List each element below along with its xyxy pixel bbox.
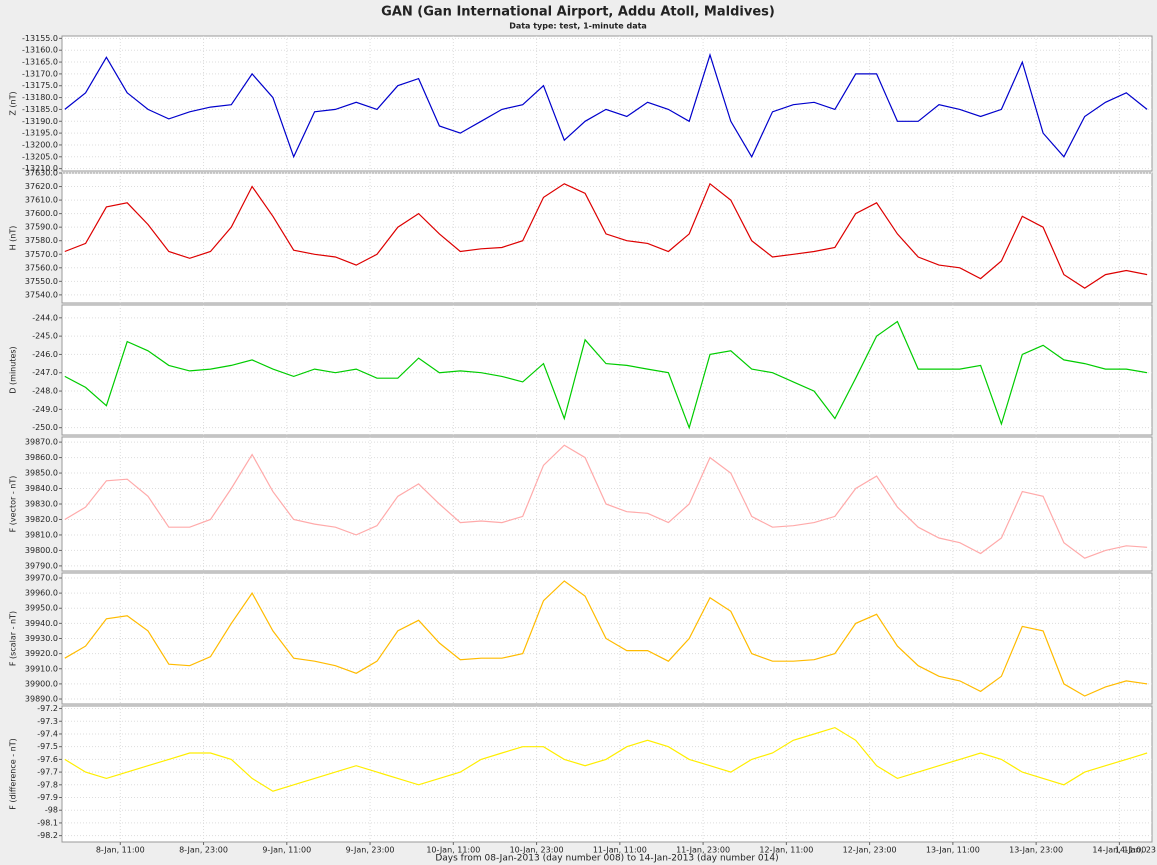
y-tick-label: -13155.0 bbox=[22, 34, 58, 43]
panel bbox=[61, 172, 1153, 304]
x-tick-label: 8-Jan, 11:00 bbox=[96, 846, 145, 855]
x-tick-label: 14-Jan, 11:00 bbox=[1092, 846, 1146, 855]
panel bbox=[61, 705, 1153, 843]
y-tick-label: -13195.0 bbox=[22, 129, 58, 138]
data-line bbox=[64, 726, 1148, 792]
data-line bbox=[64, 182, 1148, 289]
y-tick-label: -98.2 bbox=[37, 831, 58, 840]
x-axis-label: Days from 08-Jan-2013 (day number 008) t… bbox=[435, 854, 778, 864]
y-tick-label: 39830.0 bbox=[25, 500, 58, 509]
y-tick-label: -13175.0 bbox=[22, 81, 58, 90]
y-tick-label: 39940.0 bbox=[25, 619, 58, 628]
y-tick-label: 39840.0 bbox=[25, 484, 58, 493]
y-axis-label: F (difference - nT) bbox=[9, 738, 18, 809]
x-tick-label: 13-Jan, 23:00 bbox=[1009, 846, 1063, 855]
y-tick-label: -249.0 bbox=[32, 405, 58, 414]
x-tick-label: 12-Jan, 23:00 bbox=[843, 846, 897, 855]
y-tick-label: 39860.0 bbox=[25, 453, 58, 462]
chart-subtitle: Data type: test, 1-minute data bbox=[509, 22, 647, 31]
y-tick-label: -13165.0 bbox=[22, 58, 58, 67]
chart-title: GAN (Gan International Airport, Addu Ato… bbox=[381, 5, 775, 20]
x-tick-label: 11-Jan, 11:00 bbox=[593, 846, 647, 855]
y-tick-label: -13170.0 bbox=[22, 69, 58, 78]
x-tick-label: 9-Jan, 23:00 bbox=[346, 846, 395, 855]
y-tick-label: 39800.0 bbox=[25, 546, 58, 555]
x-tick-label: 10-Jan, 23:00 bbox=[510, 846, 564, 855]
y-tick-label: -13160.0 bbox=[22, 46, 58, 55]
data-line bbox=[64, 444, 1148, 559]
x-tick-label: 12-Jan, 11:00 bbox=[759, 846, 813, 855]
x-tick-label: 13-Jan, 11:00 bbox=[926, 846, 980, 855]
y-tick-label: -13200.0 bbox=[22, 140, 58, 149]
y-tick-label: 39900.0 bbox=[25, 679, 58, 688]
y-axis-label: D (minutes) bbox=[9, 346, 18, 393]
y-tick-label: 39970.0 bbox=[25, 573, 58, 582]
y-tick-label: -13185.0 bbox=[22, 105, 58, 114]
y-tick-label: -248.0 bbox=[32, 387, 58, 396]
y-tick-label: -97.9 bbox=[37, 793, 58, 802]
data-line bbox=[64, 52, 1148, 159]
y-tick-label: -98.1 bbox=[37, 818, 58, 827]
y-tick-label: 39920.0 bbox=[25, 649, 58, 658]
y-axis-label: Z (nT) bbox=[9, 91, 18, 115]
y-tick-label: -97.6 bbox=[37, 755, 58, 764]
data-line bbox=[64, 320, 1148, 430]
y-tick-label: 39950.0 bbox=[25, 604, 58, 613]
x-tick-label: 8-Jan, 23:00 bbox=[179, 846, 228, 855]
y-axis-label: H (nT) bbox=[9, 226, 18, 251]
y-tick-label: -13190.0 bbox=[22, 117, 58, 126]
y-tick-label: -245.0 bbox=[32, 332, 58, 341]
y-tick-label: 39810.0 bbox=[25, 530, 58, 539]
y-tick-label: 39890.0 bbox=[25, 695, 58, 704]
y-tick-label: 39820.0 bbox=[25, 515, 58, 524]
y-tick-label: -13210.0 bbox=[22, 164, 58, 173]
y-axis-label: F (scalar - nT) bbox=[9, 611, 18, 666]
y-tick-label: 37540.0 bbox=[25, 290, 58, 299]
y-tick-label: 37580.0 bbox=[25, 236, 58, 245]
y-tick-label: 39960.0 bbox=[25, 589, 58, 598]
y-tick-label: 37610.0 bbox=[25, 196, 58, 205]
y-tick-label: -97.5 bbox=[37, 742, 58, 751]
y-tick-label: -250.0 bbox=[32, 423, 58, 432]
y-tick-label: -97.4 bbox=[37, 729, 58, 738]
x-tick-label: 9-Jan, 11:00 bbox=[262, 846, 311, 855]
y-tick-label: -97.8 bbox=[37, 780, 58, 789]
panel bbox=[61, 35, 1153, 172]
y-tick-label: 37600.0 bbox=[25, 209, 58, 218]
y-tick-label: 39930.0 bbox=[25, 634, 58, 643]
y-tick-label: -246.0 bbox=[32, 350, 58, 359]
x-tick-label: 14-Jan, 23 bbox=[1115, 846, 1156, 855]
y-tick-label: 37590.0 bbox=[25, 223, 58, 232]
y-tick-label: -97.3 bbox=[37, 717, 58, 726]
x-tick-label: 11-Jan, 23:00 bbox=[676, 846, 730, 855]
y-tick-label: 39870.0 bbox=[25, 438, 58, 447]
y-tick-label: -13180.0 bbox=[22, 93, 58, 102]
data-line bbox=[64, 580, 1148, 697]
y-tick-label: 37550.0 bbox=[25, 277, 58, 286]
y-tick-label: 37570.0 bbox=[25, 250, 58, 259]
y-tick-label: -247.0 bbox=[32, 368, 58, 377]
y-tick-label: 39850.0 bbox=[25, 469, 58, 478]
y-tick-label: -13205.0 bbox=[22, 152, 58, 161]
y-tick-label: -244.0 bbox=[32, 313, 58, 322]
y-tick-label: -97.7 bbox=[37, 768, 58, 777]
y-tick-label: 39790.0 bbox=[25, 561, 58, 570]
y-tick-label: 37630.0 bbox=[25, 169, 58, 178]
x-tick-label: 10-Jan, 11:00 bbox=[426, 846, 480, 855]
y-axis-label: F (vector - nT) bbox=[9, 476, 18, 533]
y-tick-label: -97.2 bbox=[37, 704, 58, 713]
y-tick-label: -98 bbox=[45, 806, 58, 815]
y-tick-label: 37560.0 bbox=[25, 263, 58, 272]
y-tick-label: 39910.0 bbox=[25, 664, 58, 673]
y-tick-label: 37620.0 bbox=[25, 182, 58, 191]
panel bbox=[61, 304, 1153, 436]
